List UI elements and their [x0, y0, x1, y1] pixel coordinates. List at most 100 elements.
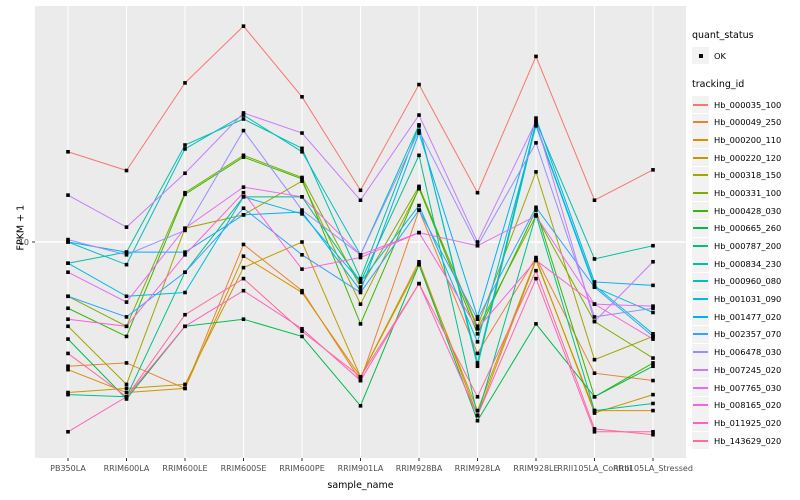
data-point [534, 170, 538, 174]
data-point [124, 390, 129, 395]
data-point [475, 364, 480, 369]
data-point [534, 205, 538, 210]
legend-item-Hb_000665_260: Hb_000665_260 [692, 219, 800, 238]
legend-line-swatch [693, 404, 708, 407]
data-point [417, 281, 421, 286]
legend-item-Hb_001477_020: Hb_001477_020 [692, 308, 800, 326]
data-point [534, 258, 538, 263]
data-point [124, 394, 129, 399]
legend-item-Hb_000787_200: Hb_000787_200 [692, 237, 800, 255]
data-point [66, 261, 70, 266]
legend-key-box [692, 343, 709, 361]
data-point [66, 294, 70, 299]
data-point [651, 243, 655, 248]
legend-line-swatch [693, 174, 708, 177]
data-point [358, 302, 363, 306]
data-point [534, 208, 538, 212]
data-point [183, 171, 187, 176]
legend-tracking-id-items: Hb_000035_100 Hb_000049_250 Hb_000200_110 H… [692, 96, 800, 450]
data-point [124, 315, 129, 319]
legend-item-Hb_000220_120: Hb_000220_120 [692, 149, 800, 167]
legend-item-label: Hb_002357_070 [714, 329, 782, 340]
legend-item-label: Hb_000665_260 [714, 223, 782, 234]
data-point [183, 270, 187, 275]
legend-item-label: Hb_000428_030 [714, 205, 782, 216]
data-point [241, 24, 246, 28]
data-point [241, 195, 246, 199]
data-point [417, 262, 421, 267]
data-point [534, 268, 538, 273]
data-point [358, 322, 363, 326]
legend-key-box [692, 255, 709, 273]
legend-line-swatch [693, 245, 708, 248]
legend-key-box [692, 166, 709, 184]
data-point [358, 188, 363, 193]
data-point [183, 253, 187, 257]
data-point [358, 255, 363, 260]
data-point [124, 250, 129, 254]
legend-key-box [692, 325, 709, 343]
data-point [651, 432, 655, 437]
data-point [66, 149, 70, 154]
legend-key-box [692, 96, 709, 114]
data-point [417, 82, 421, 87]
legend-key-box [692, 308, 709, 326]
y-axis-title: FPKM + 1 [15, 204, 27, 251]
data-point [241, 155, 246, 159]
x-tick-label: RRIM600PE [279, 464, 325, 473]
data-point [358, 288, 363, 293]
data-point [124, 225, 129, 229]
data-point [651, 334, 655, 339]
legend-item-label: Hb_000834_230 [714, 258, 782, 269]
data-point [241, 153, 246, 158]
legend-item-Hb_007245_020: Hb_007245_020 [692, 361, 800, 379]
data-point [475, 418, 480, 423]
x-tick-label: RRII105LA_Stressed [613, 464, 693, 473]
legend-item-label: Hb_000220_120 [714, 152, 782, 163]
data-point [592, 371, 597, 375]
legend-item-Hb_000035_100: Hb_000035_100 [692, 96, 800, 114]
legend-item-Hb_011925_020: Hb_011925_020 [692, 414, 800, 432]
legend-key-box [692, 414, 709, 432]
legend-key-box [692, 113, 709, 131]
data-point [651, 408, 655, 413]
legend-key-box [692, 379, 709, 397]
legend-line-swatch [693, 298, 708, 301]
data-point [300, 267, 304, 271]
data-point [417, 208, 421, 212]
data-point [300, 95, 304, 99]
data-point [183, 143, 187, 147]
data-point [183, 226, 187, 231]
data-point [66, 237, 70, 242]
data-point [241, 185, 246, 189]
data-point [475, 394, 480, 399]
data-point [358, 253, 363, 257]
data-point [592, 257, 597, 261]
legend-key-box [692, 432, 709, 450]
data-point [417, 128, 421, 133]
legend-line-swatch [693, 121, 708, 124]
data-point [475, 413, 480, 418]
legend-key-box [692, 131, 709, 149]
data-point [183, 147, 187, 151]
legend-line-swatch [693, 351, 708, 354]
data-point [534, 124, 538, 128]
data-point [534, 322, 538, 326]
data-point [358, 285, 363, 289]
data-point [592, 315, 597, 319]
data-point [124, 300, 129, 304]
data-point [300, 212, 304, 216]
legend-item-label: Hb_008165_020 [714, 400, 782, 411]
data-point [300, 253, 304, 257]
data-point [651, 378, 655, 383]
data-point [66, 240, 70, 244]
data-point [534, 214, 538, 218]
data-point [358, 198, 363, 203]
legend-line-swatch [693, 103, 708, 106]
data-point [592, 394, 597, 399]
legend-item-label: Hb_143629_020 [714, 435, 782, 446]
data-point [124, 294, 129, 299]
data-point [241, 111, 246, 115]
data-point [124, 334, 129, 339]
data-point [475, 315, 480, 319]
